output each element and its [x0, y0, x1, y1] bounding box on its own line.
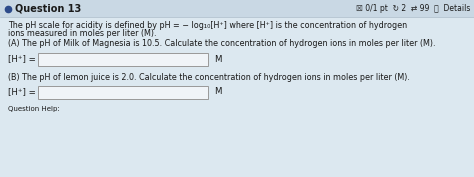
Text: M: M: [214, 87, 221, 96]
Text: [H⁺] =: [H⁺] =: [8, 55, 36, 64]
Bar: [38, 86, 208, 99]
Text: ☒ 0/1 pt  ↻ 2  ⇄ 99  ⓘ  Details: ☒ 0/1 pt ↻ 2 ⇄ 99 ⓘ Details: [356, 4, 470, 13]
Text: (A) The pH of Milk of Magnesia is 10.5. Calculate the concentration of hydrogen : (A) The pH of Milk of Magnesia is 10.5. …: [8, 39, 436, 48]
Text: Question Help:: Question Help:: [8, 106, 60, 112]
Text: ions measured in moles per liter (M).: ions measured in moles per liter (M).: [8, 30, 156, 39]
Text: The pH scale for acidity is defined by pH = − log₁₀[H⁺] where [H⁺] is the concen: The pH scale for acidity is defined by p…: [8, 21, 407, 30]
Text: (B) The pH of lemon juice is 2.0. Calculate the concentration of hydrogen ions i: (B) The pH of lemon juice is 2.0. Calcul…: [8, 73, 410, 81]
Text: Question 13: Question 13: [15, 4, 81, 13]
Bar: [38, 53, 208, 66]
Text: M: M: [214, 55, 221, 64]
Text: [H⁺] =: [H⁺] =: [8, 87, 36, 96]
Bar: [0, 0, 474, 17]
